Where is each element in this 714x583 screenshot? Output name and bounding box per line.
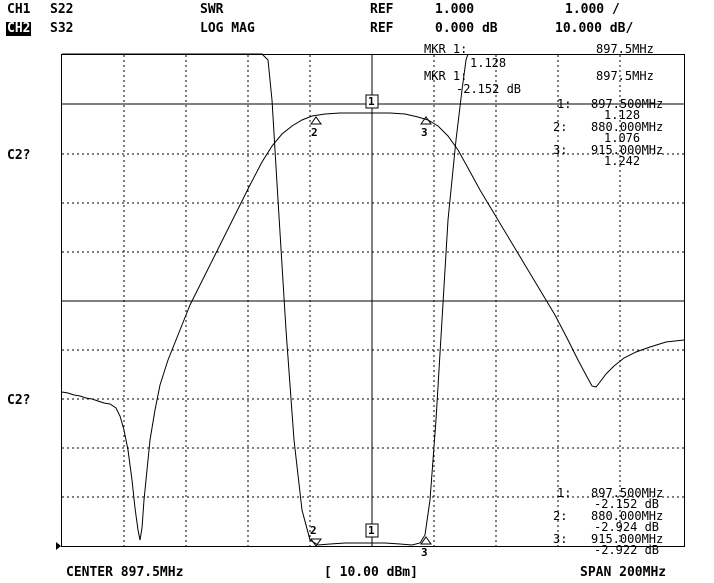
marker-1-lower[interactable]: 1	[365, 523, 379, 538]
ch2-format: LOG MAG	[200, 21, 255, 36]
svg-text:2:: 2:	[553, 509, 567, 523]
marker-2-upper[interactable]: 2	[310, 116, 322, 139]
ch1-parameter: S22	[50, 2, 74, 17]
svg-text:MKR 1:: MKR 1:	[424, 69, 467, 83]
source-power: [ 10.00 dBm]	[324, 565, 418, 580]
svg-text:915.000MHz: 915.000MHz	[591, 532, 663, 546]
svg-text:915.000MHz: 915.000MHz	[591, 143, 663, 157]
frequency-span: SPAN 200MHz	[580, 565, 667, 580]
active-marker-readout: MKR 1: 897.5MHz 1.128 MKR 1: 897.5MHz -2…	[424, 42, 654, 96]
svg-text:2:: 2:	[553, 120, 567, 134]
marker-1-upper[interactable]: 1	[365, 94, 379, 109]
marker-2-lower[interactable]: 2	[310, 524, 322, 547]
graticule-frame	[61, 54, 685, 547]
svg-text:880.000MHz: 880.000MHz	[591, 120, 663, 134]
svg-text:3:: 3:	[553, 532, 567, 546]
ch1-ref-label: REF	[370, 2, 394, 17]
lower-channel-label: C2?	[7, 393, 31, 408]
ch2-label-active[interactable]: CH2	[6, 21, 32, 36]
svg-text:3: 3	[421, 126, 428, 139]
svg-text:2: 2	[311, 126, 318, 139]
svg-text:-2.152 dB: -2.152 dB	[456, 82, 521, 96]
ch1-scale: 1.000 /	[565, 2, 620, 17]
ch2-scale: 10.000 dB/	[555, 21, 634, 36]
svg-text:880.000MHz: 880.000MHz	[591, 509, 663, 523]
svg-text:897.5MHz: 897.5MHz	[596, 42, 654, 56]
svg-text:1:: 1:	[557, 97, 571, 111]
svg-text:1: 1	[368, 524, 375, 537]
marker-list-ch1: 1: 897.500MHz 1.128 2: 880.000MHz 1.076 …	[553, 97, 663, 168]
svg-text:1.128: 1.128	[470, 56, 506, 70]
ch2-ref-value: 0.000 dB	[435, 21, 498, 36]
svg-text:1: 1	[368, 95, 375, 108]
ch1-ref-value: 1.000	[435, 2, 475, 17]
svg-text:1:: 1:	[557, 486, 571, 500]
svg-text:3: 3	[421, 546, 428, 559]
marker-list-ch2: 1: 897.500MHz -2.152 dB 2: 880.000MHz -2…	[553, 486, 663, 557]
svg-text:-2.924 dB: -2.924 dB	[594, 520, 659, 534]
marker-3-lower[interactable]: 3	[420, 536, 432, 559]
svg-text:1.242: 1.242	[604, 154, 640, 168]
svg-text:1.076: 1.076	[604, 131, 640, 145]
upper-channel-label: C2?	[7, 148, 31, 163]
center-frequency: CENTER 897.5MHz	[66, 565, 184, 580]
svg-text:897.500MHz: 897.500MHz	[591, 97, 663, 111]
marker-3-upper[interactable]: 3	[420, 116, 432, 139]
svg-text:1.128: 1.128	[604, 108, 640, 122]
svg-text:2: 2	[310, 524, 317, 537]
svg-text:897.500MHz: 897.500MHz	[591, 486, 663, 500]
svg-text:-2.152 dB: -2.152 dB	[594, 497, 659, 511]
ch1-trace	[62, 53, 469, 546]
svg-text:3:: 3:	[553, 143, 567, 157]
svg-text:MKR 1:: MKR 1:	[424, 42, 467, 56]
svg-text:897.5MHz: 897.5MHz	[596, 69, 654, 83]
svg-text:-2.922 dB: -2.922 dB	[594, 543, 659, 557]
ch2-trace	[61, 112, 685, 541]
ch2-parameter: S32	[50, 21, 74, 36]
ch1-label[interactable]: CH1	[7, 2, 31, 17]
ch1-format: SWR	[200, 2, 224, 17]
ch2-ref-label: REF	[370, 21, 394, 36]
reference-pointer-icon	[56, 542, 61, 550]
